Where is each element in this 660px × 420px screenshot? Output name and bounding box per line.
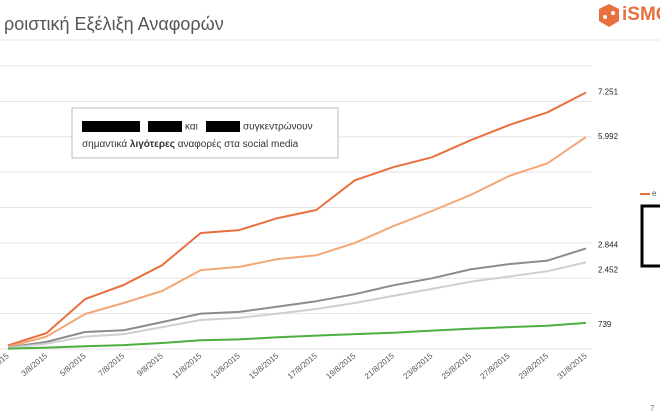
- redaction: [148, 121, 182, 132]
- annotation-text: σημαντικά λιγότερες αναφορές στα social …: [82, 138, 299, 150]
- series-line: [7, 321, 587, 350]
- logo-icon: [599, 4, 619, 27]
- page-number: 7: [650, 404, 655, 413]
- end-label: 2.844: [598, 241, 619, 250]
- logo-text: iSMO: [622, 4, 660, 25]
- annotation-part: σημαντικά: [82, 138, 130, 150]
- logo: iSMO: [599, 4, 660, 27]
- redaction: [82, 121, 140, 132]
- annotation-frame: [71, 107, 339, 159]
- slide-title: ροιστική Εξέλιξη Αναφορών: [4, 14, 224, 34]
- series-line: [7, 247, 587, 349]
- series-line: [7, 261, 587, 349]
- redaction-frame: [640, 204, 660, 268]
- end-label: 5.992: [598, 132, 619, 141]
- annotation-box: και συγκεντρώνουν σημαντικά λιγότερες αν…: [71, 107, 339, 159]
- logo-dot: [603, 15, 607, 19]
- series-line: [7, 136, 587, 348]
- legend-text: e: [652, 189, 657, 198]
- annotation-part: αναφορές στα social media: [175, 138, 299, 150]
- end-label: 7.251: [598, 88, 619, 97]
- annotation-text: συγκεντρώνουν: [243, 121, 313, 133]
- series-line: [7, 91, 587, 347]
- redaction: [206, 121, 240, 132]
- end-label: 2.452: [598, 265, 619, 274]
- annotation-part: λιγότερες: [130, 139, 175, 150]
- logo-dot: [611, 11, 615, 15]
- annotation-text: και: [185, 122, 198, 133]
- end-label: 739: [598, 320, 612, 329]
